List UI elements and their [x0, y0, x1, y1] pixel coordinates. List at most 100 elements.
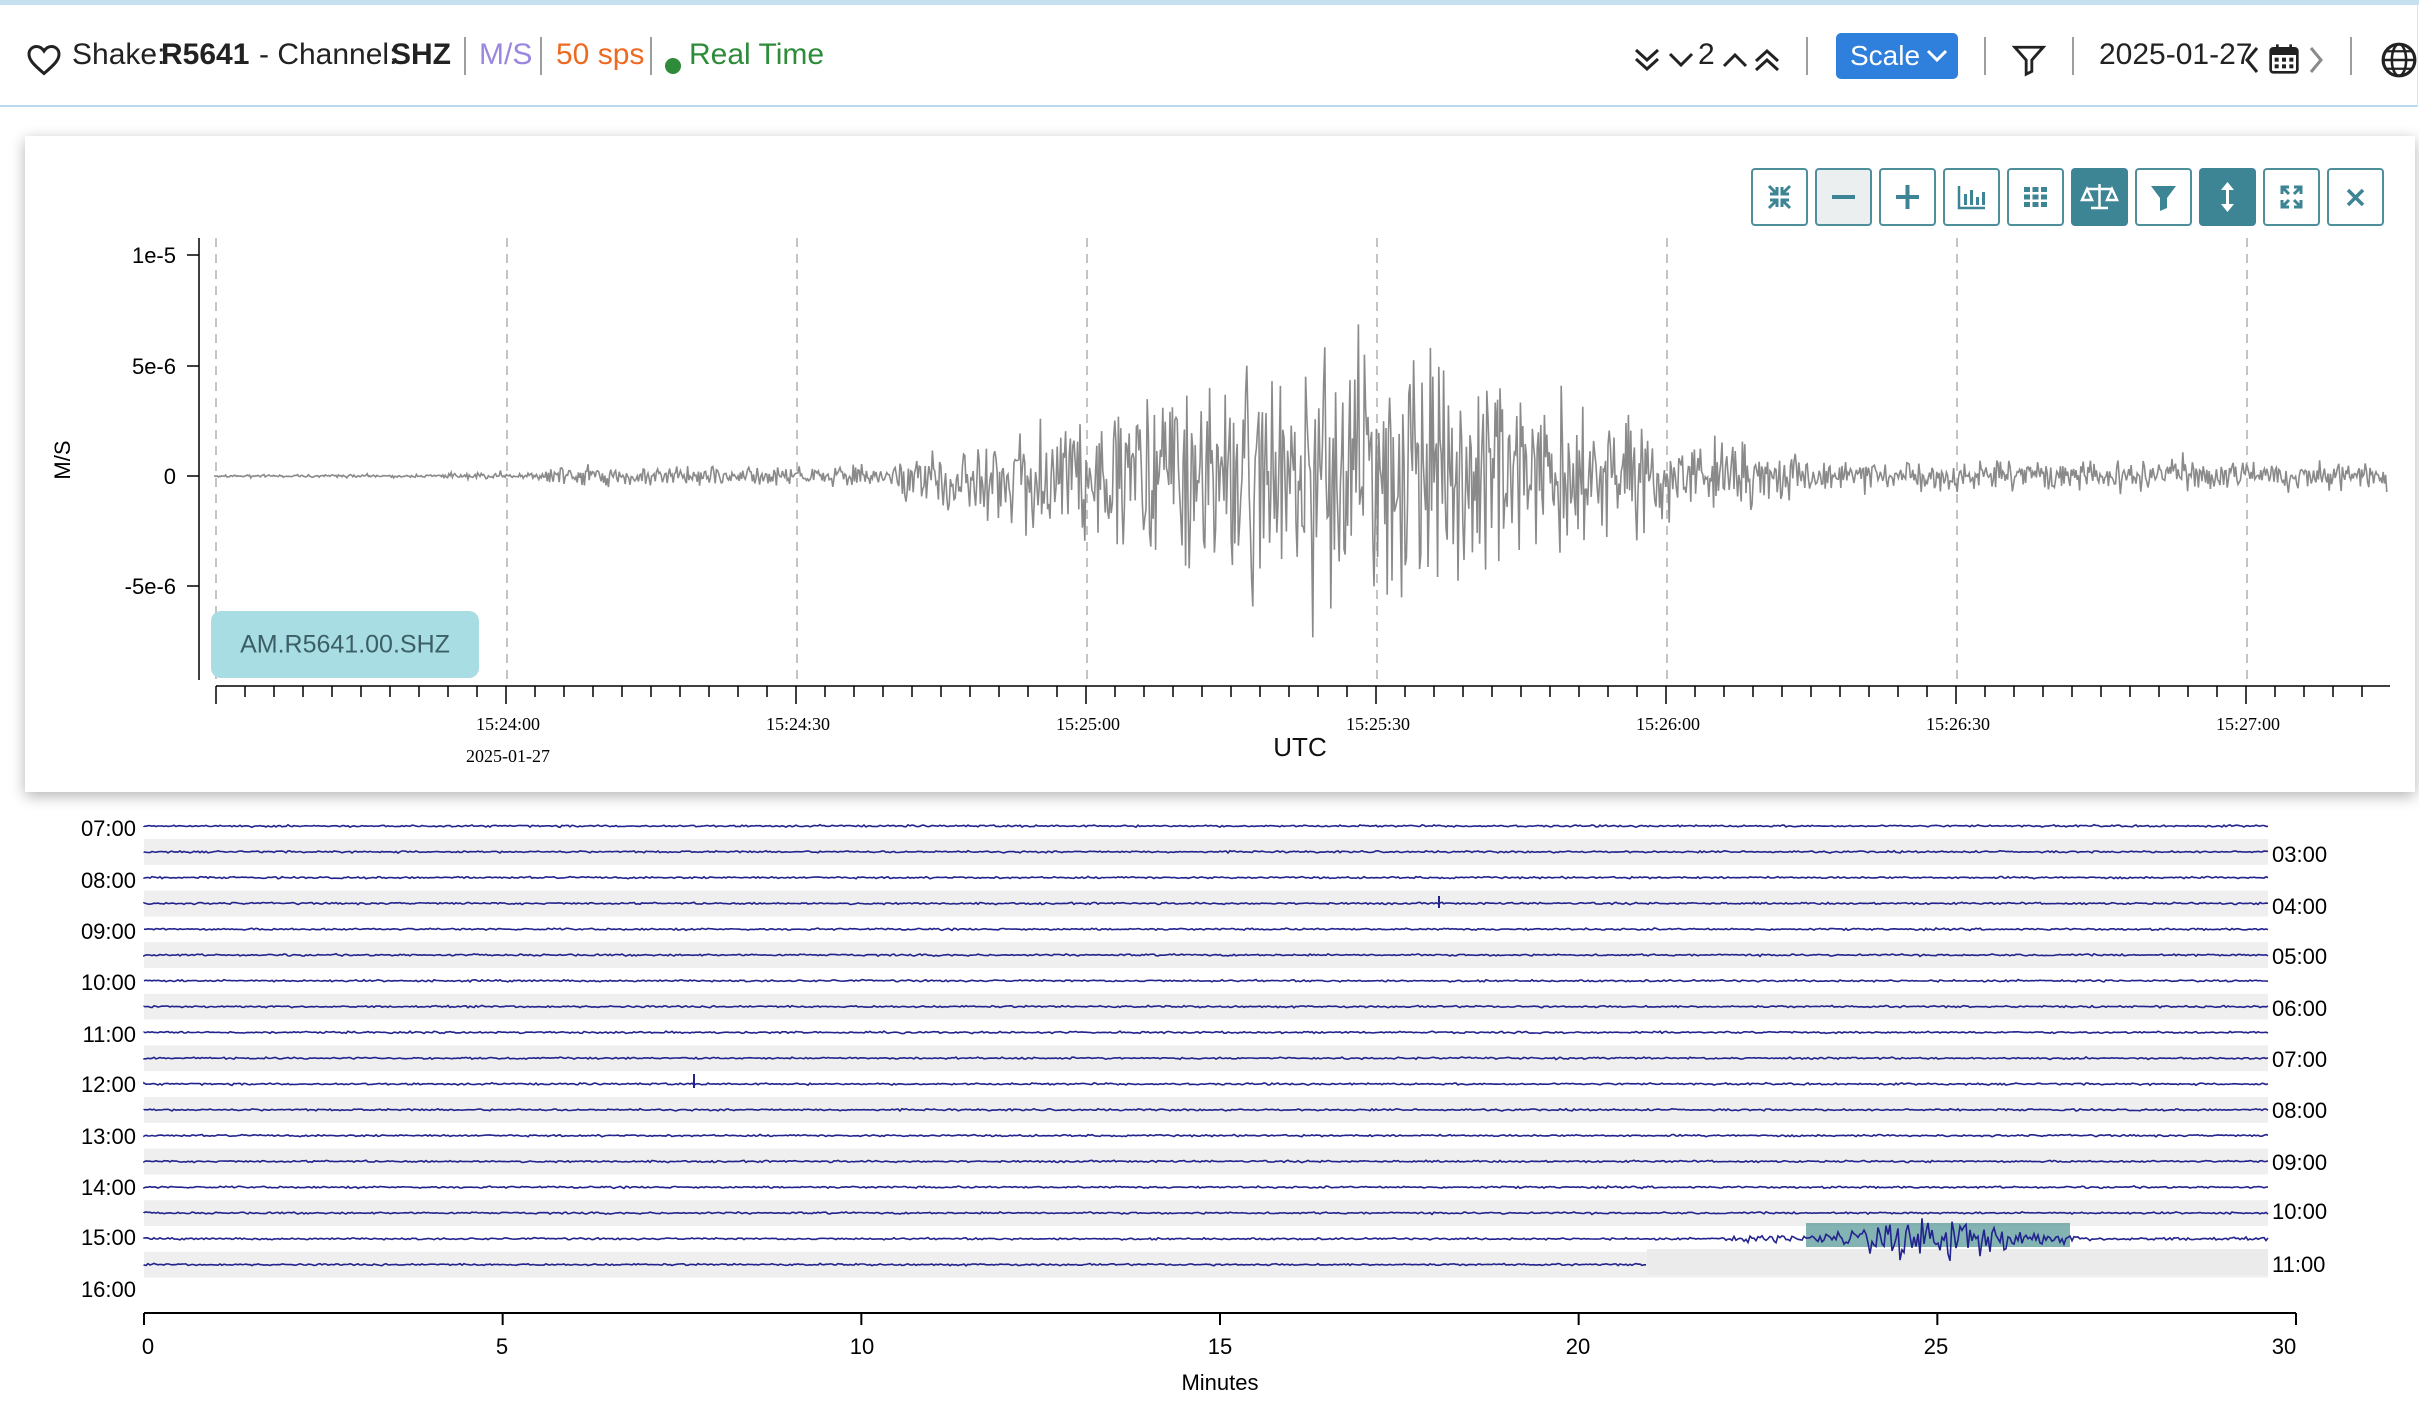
helicorder-trace — [143, 1262, 1646, 1267]
hour-band — [144, 839, 2268, 865]
balance-scale-icon — [2080, 184, 2119, 210]
y-tick-label: 0 — [164, 464, 176, 489]
hour-band — [144, 1045, 2268, 1072]
x-axis-label: UTC — [1273, 732, 1326, 762]
helicorder-trace — [143, 1159, 2269, 1164]
y-tick-label: 5e-6 — [132, 354, 176, 379]
hour-label-right: 04:00 — [2272, 894, 2327, 919]
header-bar: Shake: R5641 - Channel: SHZ M/S 50 sps R… — [0, 5, 2418, 107]
x-tick-label: 15:27:00 — [2216, 714, 2280, 734]
minute-tick-label: 20 — [1566, 1334, 1590, 1359]
hour-band — [144, 1097, 2268, 1123]
hour-label-left: 10:00 — [81, 970, 136, 995]
separator — [1984, 37, 1986, 75]
hour-band — [144, 993, 2268, 1020]
calendar-icon[interactable] — [2268, 43, 2300, 75]
zoom-in-button[interactable] — [1879, 168, 1936, 226]
helicorder-trace — [143, 1210, 2269, 1216]
minute-tick-label: 25 — [1924, 1334, 1948, 1359]
grid-button[interactable] — [2007, 168, 2064, 226]
hour-band — [144, 942, 2268, 968]
helicorder-trace — [143, 1133, 2269, 1138]
balance-scale-button[interactable] — [2071, 168, 2128, 226]
seismogram-trace — [213, 324, 2388, 638]
realtime-status: Real Time — [689, 38, 825, 71]
chevron-up-icon[interactable] — [1720, 45, 1750, 75]
units-label: M/S — [479, 38, 533, 71]
helicorder-hour-labels: 07:00 08:00 09:00 10:00 11:00 12:00 13:0… — [81, 816, 2327, 1302]
minute-tick-label: 30 — [2272, 1334, 2296, 1359]
expand-button[interactable] — [2263, 168, 2320, 226]
helicorder-trace — [143, 901, 2269, 906]
scale-button-label: Scale — [1850, 40, 1921, 71]
vertical-arrows-icon — [2221, 182, 2234, 212]
helicorder-trace — [143, 823, 2269, 829]
station-name: R5641 — [161, 38, 250, 71]
station-badge: AM.R5641.00.SHZ — [211, 611, 479, 678]
helicorder-trace — [143, 1004, 2269, 1009]
hour-label-right: 07:00 — [2272, 1047, 2327, 1072]
globe-icon[interactable] — [2380, 41, 2418, 79]
hour-band — [144, 1148, 2268, 1175]
chevron-left-icon[interactable] — [2242, 45, 2262, 75]
minute-tick-label: 10 — [850, 1334, 874, 1359]
minute-tick-label: 15 — [1208, 1334, 1232, 1359]
x-tick-label: 15:25:00 — [1056, 714, 1120, 734]
compress-icon — [1767, 184, 1792, 210]
chevron-down-icon[interactable] — [1666, 45, 1696, 75]
empty-band — [1647, 1249, 2268, 1275]
double-chevron-up-icon[interactable] — [1752, 45, 1782, 75]
spectrogram-icon — [1957, 186, 1985, 210]
filter-icon[interactable] — [2012, 43, 2046, 77]
selection-window[interactable] — [1806, 1223, 2070, 1247]
heart-icon[interactable] — [26, 43, 62, 77]
hour-label-right: 08:00 — [2272, 1098, 2327, 1123]
helicorder-trace — [143, 927, 2269, 932]
compress-button[interactable] — [1751, 168, 1808, 226]
sps-label: 50 sps — [556, 38, 645, 71]
hour-label-left: 15:00 — [81, 1225, 136, 1250]
x-tick-label: 15:26:30 — [1926, 714, 1990, 734]
seismogram-chart[interactable]: 1e-5 5e-6 0 -5e-6 M/S 15:24:00 15:24:30 … — [0, 0, 2419, 792]
hour-label-right: 10:00 — [2272, 1199, 2327, 1224]
helicorder-trace — [143, 1218, 2269, 1262]
y-tick-label: 1e-5 — [132, 243, 176, 268]
hour-label-right: 09:00 — [2272, 1150, 2327, 1175]
helicorder-x-axis: 0 5 10 15 20 25 30 Minutes — [142, 1312, 2297, 1395]
zoom-in-icon — [1896, 185, 1919, 209]
seismogram-waveform — [213, 324, 2388, 638]
close-button[interactable] — [2327, 168, 2384, 226]
date-axis-label: 2025-01-27 — [466, 746, 550, 766]
spectrogram-button[interactable] — [1943, 168, 2000, 226]
zoom-out-button[interactable] — [1815, 168, 1872, 226]
grid-icon — [2024, 187, 2047, 207]
scale-button[interactable]: Scale — [1836, 33, 1958, 79]
hour-label-right: 11:00 — [2272, 1252, 2325, 1277]
hour-band — [144, 1251, 2268, 1278]
helicorder-trace — [143, 1030, 2269, 1035]
helicorder-trace — [143, 849, 2269, 855]
filter-button[interactable] — [2135, 168, 2192, 226]
vertical-arrows-button[interactable] — [2199, 168, 2256, 226]
hour-label-left: 16:00 — [81, 1277, 136, 1302]
separator — [2350, 37, 2352, 75]
hour-label-left: 09:00 — [81, 919, 136, 944]
helicorder-trace — [143, 952, 2269, 958]
separator — [464, 37, 466, 75]
channel-name: SHZ — [391, 38, 451, 71]
helicorder-trace — [143, 1081, 2269, 1087]
seismogram-gridlines — [215, 238, 2248, 685]
station-badge-label: AM.R5641.00.SHZ — [240, 631, 450, 659]
chevron-right-icon[interactable] — [2306, 45, 2326, 75]
filter-icon — [2151, 186, 2176, 211]
top-accent-line — [0, 0, 2419, 5]
double-chevron-down-icon[interactable] — [1632, 45, 1662, 75]
minute-tick-label: 0 — [142, 1334, 154, 1359]
y-tick-label: -5e-6 — [125, 574, 176, 599]
helicorder-trace — [143, 1107, 2269, 1113]
x-tick-label: 15:26:00 — [1636, 714, 1700, 734]
x-tick-label: 15:24:30 — [766, 714, 830, 734]
shake-label: Shake: — [72, 38, 166, 71]
zoom-out-icon — [1832, 195, 1855, 199]
separator — [650, 37, 652, 75]
